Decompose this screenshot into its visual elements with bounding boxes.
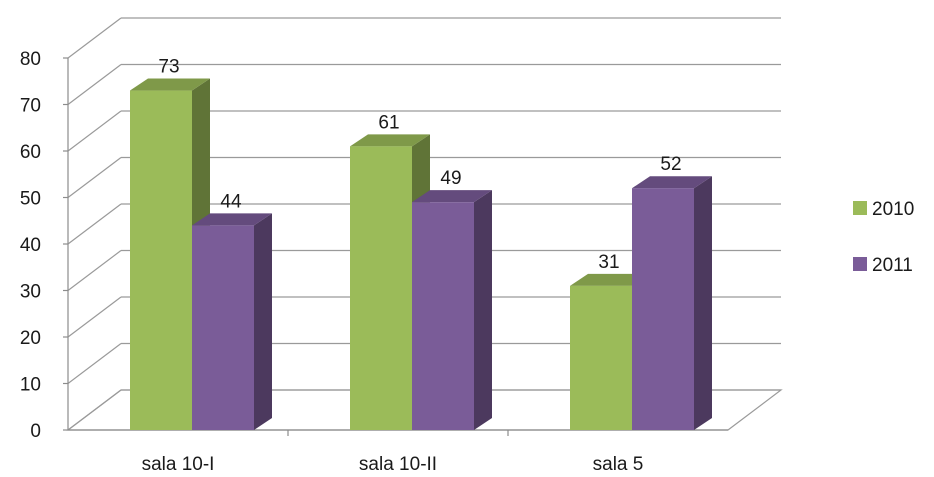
- bar-top: [570, 273, 650, 286]
- gridline-diag: [67, 157, 122, 198]
- bar-front: [570, 285, 632, 430]
- bar-top: [192, 213, 272, 226]
- data-label: 61: [378, 112, 399, 133]
- bar-front: [350, 146, 412, 430]
- legend-item: 2011: [853, 255, 913, 276]
- bar-front: [130, 90, 192, 431]
- bar-top: [412, 190, 492, 203]
- labels: 73 44 61 49 31 52: [158, 57, 681, 273]
- bar-side: [694, 176, 712, 430]
- bar-side: [254, 213, 272, 430]
- legend-label: 2010: [872, 199, 914, 220]
- gridline-diag: [67, 203, 122, 245]
- legend-swatch: [853, 257, 867, 271]
- gridline-diag: [67, 343, 122, 384]
- gridline-diag: [67, 296, 122, 338]
- y-tick-label: 50: [20, 189, 41, 210]
- data-label: 73: [158, 57, 179, 78]
- y-tick-label: 40: [20, 235, 41, 256]
- bar: [412, 190, 492, 430]
- bar-front: [632, 188, 694, 430]
- gridline-diag: [67, 250, 122, 291]
- y-tick-label: 0: [30, 421, 41, 442]
- gridline-diag: [67, 17, 122, 59]
- axes: 0 10 20 30 40 50 60 70 80 sala 10-I sala 10-II sala…: [20, 49, 728, 475]
- legend-label: 2011: [872, 255, 913, 276]
- data-label: 52: [660, 154, 681, 175]
- x-tick-label: sala 10-I: [142, 454, 215, 475]
- data-label: 44: [220, 191, 242, 212]
- x-tick-label: sala 5: [593, 454, 644, 475]
- y-tick-label: 30: [20, 282, 41, 303]
- bar-front: [192, 225, 254, 430]
- gridline-diag: [67, 110, 122, 152]
- bar-front: [412, 202, 474, 430]
- bar-side: [474, 190, 492, 430]
- bar-top: [350, 134, 430, 147]
- data-label: 31: [598, 252, 619, 273]
- y-tick-label: 60: [20, 142, 41, 163]
- bar: [192, 213, 272, 430]
- legend: 2010 2011: [853, 199, 914, 276]
- bar-top: [632, 176, 712, 189]
- bars: [130, 78, 712, 431]
- legend-item: 2010: [853, 199, 914, 220]
- bar-top: [130, 78, 210, 91]
- gridline-diag: [67, 64, 122, 105]
- y-tick-label: 70: [20, 96, 41, 117]
- gridline-diag: [67, 389, 122, 431]
- legend-swatch: [853, 201, 867, 215]
- bar: [632, 176, 712, 430]
- x-tick-label: sala 10-II: [359, 454, 437, 475]
- y-tick-label: 20: [20, 328, 41, 349]
- data-label: 49: [440, 168, 461, 189]
- y-tick-label: 10: [20, 375, 41, 396]
- y-tick-label: 80: [20, 49, 41, 70]
